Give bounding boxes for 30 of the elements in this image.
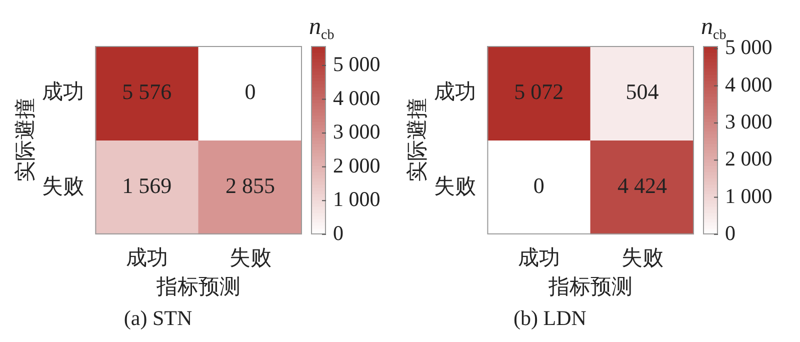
x-tick-label: 成功: [518, 246, 560, 270]
x-axis-title: 指标预测: [156, 274, 241, 299]
color-bar-label: 3 000: [333, 120, 380, 144]
text: (a) STN: [124, 306, 192, 330]
data-label: 4 424: [618, 173, 668, 198]
color-bar-label: 3 000: [725, 109, 772, 134]
data-label: 0: [244, 78, 256, 104]
text: (b) LDN: [514, 306, 586, 330]
color-bar-label: 5 000: [333, 52, 380, 76]
data-label: 0: [533, 173, 544, 198]
data-label: 504: [626, 78, 659, 104]
y-axis-title: 实际避撞: [13, 98, 38, 182]
data-label: 1 569: [122, 173, 172, 198]
color-bar-label: 2 000: [333, 153, 380, 178]
data-label: 5 576: [122, 78, 172, 104]
x-tick-label: 失败: [229, 246, 272, 270]
color-bar-label: 0: [333, 220, 344, 245]
color-bar-label: 1 000: [725, 184, 772, 208]
y-axis-title: 实际避撞: [405, 98, 430, 182]
x-axis-title: 指标预测: [548, 274, 633, 299]
color-bar-label: 4 000: [725, 72, 772, 96]
color-bar-label: 1 000: [333, 187, 380, 212]
x-tick-label: 失败: [621, 246, 664, 270]
color-bar-label: 2 000: [725, 146, 772, 171]
color-bar-label: 5 000: [725, 35, 772, 60]
color-bar-label: 0: [725, 220, 736, 245]
color-bar-label: 4 000: [333, 86, 380, 110]
x-tick-label: 成功: [126, 246, 168, 270]
data-label: 2 855: [226, 173, 276, 198]
data-label: 5 072: [514, 78, 564, 104]
